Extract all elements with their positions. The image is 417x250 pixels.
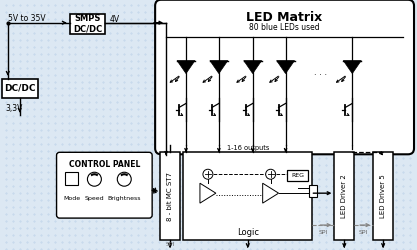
Text: 4V: 4V: [109, 15, 119, 24]
Circle shape: [203, 169, 213, 179]
Circle shape: [117, 172, 131, 186]
Polygon shape: [343, 60, 361, 74]
FancyBboxPatch shape: [57, 152, 152, 218]
Bar: [309, 185, 317, 197]
Text: 5V to 35V: 5V to 35V: [8, 14, 45, 23]
Polygon shape: [263, 183, 279, 203]
Polygon shape: [210, 60, 228, 74]
Text: Speed: Speed: [85, 196, 104, 201]
Text: LED Driver 2: LED Driver 2: [342, 174, 347, 218]
Text: SPI: SPI: [359, 230, 368, 234]
Polygon shape: [276, 60, 294, 74]
Text: SMPS
DC/DC: SMPS DC/DC: [73, 14, 102, 34]
Bar: [183, 152, 312, 240]
Bar: [2, 78, 38, 98]
Text: SPI: SPI: [319, 230, 328, 234]
Bar: [70, 14, 106, 34]
Text: Logic: Logic: [237, 228, 259, 236]
Bar: [160, 152, 180, 240]
Polygon shape: [177, 60, 195, 74]
Text: 1-16 outputs: 1-16 outputs: [226, 145, 269, 151]
Bar: [334, 152, 354, 240]
Text: 80 blue LEDs used: 80 blue LEDs used: [249, 23, 320, 32]
Text: 8 - bit MC ST7: 8 - bit MC ST7: [167, 172, 173, 221]
Text: REG: REG: [291, 173, 304, 178]
Text: LED Driver 5: LED Driver 5: [380, 174, 386, 218]
Bar: [286, 170, 309, 181]
Circle shape: [266, 169, 276, 179]
Polygon shape: [244, 60, 262, 74]
Text: · · ·: · · ·: [314, 71, 327, 80]
Circle shape: [88, 172, 101, 186]
Text: DC/DC: DC/DC: [4, 84, 35, 93]
Text: Brightness: Brightness: [108, 196, 141, 201]
Text: LED Matrix: LED Matrix: [246, 11, 323, 24]
Text: SPI: SPI: [166, 242, 175, 246]
Text: CONTROL PANEL: CONTROL PANEL: [69, 160, 140, 169]
Polygon shape: [200, 183, 216, 203]
Text: Mode: Mode: [63, 196, 80, 201]
Bar: [373, 152, 393, 240]
FancyBboxPatch shape: [155, 0, 414, 154]
Bar: [65, 172, 78, 185]
Text: 3,3V: 3,3V: [6, 104, 23, 113]
